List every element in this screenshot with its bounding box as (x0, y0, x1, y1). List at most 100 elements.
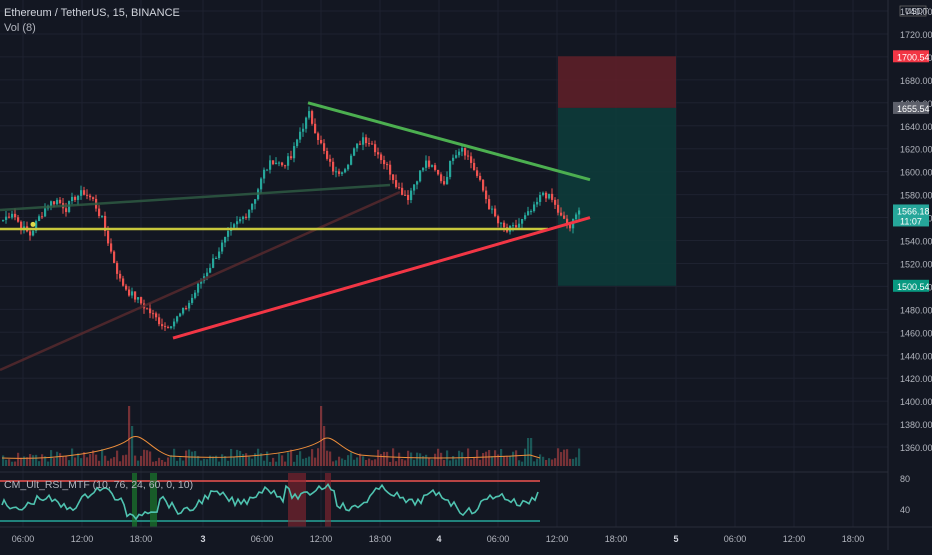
volume-bar (254, 453, 257, 466)
volume-bar (221, 454, 224, 466)
volume-bar (233, 456, 236, 466)
volume-bar (401, 459, 404, 466)
candle-body (314, 123, 317, 134)
volume-bar (107, 460, 110, 466)
candle-body (521, 218, 524, 224)
candle-body (431, 165, 434, 167)
volume-bar (515, 450, 518, 466)
candle-body (575, 214, 578, 219)
candle-body (146, 308, 149, 310)
volume-bar (272, 457, 275, 466)
volume-bar (338, 456, 341, 466)
candle-body (104, 215, 107, 231)
volume-bar (476, 449, 479, 466)
volume-bar (512, 451, 515, 466)
price-axis: 1740.001720.001700.001680.001660.001640.… (887, 0, 932, 550)
volume-label[interactable]: Vol (8) (4, 22, 36, 34)
volume-bar (140, 455, 143, 466)
volume-bar (56, 451, 59, 466)
candle-body (353, 148, 356, 156)
rsi-oversold-highlight (150, 473, 157, 527)
rsi-tick-label: 40 (900, 505, 910, 515)
volume-bar (374, 459, 377, 466)
volume-bar (413, 459, 416, 466)
candle-body (356, 143, 359, 149)
volume-bar (332, 461, 335, 466)
volume-bar (236, 449, 239, 466)
candle-body (497, 216, 500, 224)
volume-bar (122, 455, 125, 466)
support-trendline (172, 216, 591, 340)
candle-body (449, 160, 452, 177)
volume-bar (35, 454, 38, 466)
candle-body (32, 230, 35, 236)
candle-body (266, 169, 269, 171)
volume-bar (104, 455, 107, 466)
candle-body (305, 117, 308, 129)
volume-bar (440, 452, 443, 466)
volume-bar (134, 455, 137, 466)
candle-body (515, 225, 518, 228)
volume-bar (458, 450, 461, 466)
candle-body (110, 243, 113, 252)
candle-body (251, 203, 254, 210)
volume-bar (350, 452, 353, 466)
volume-bar (155, 461, 158, 466)
volume-bar (503, 456, 506, 466)
volume-bar (74, 457, 77, 466)
candle-body (170, 326, 173, 328)
candle-body (329, 158, 332, 162)
candles (2, 106, 581, 332)
volume-bar (98, 460, 101, 466)
candle-body (191, 297, 194, 303)
candle-body (260, 178, 263, 190)
time-tick-label: 12:00 (546, 534, 569, 544)
volume-bar (347, 455, 350, 466)
candle-body (359, 143, 362, 145)
candle-body (542, 192, 545, 196)
volume-bar (242, 453, 245, 466)
target-price-tag: 1500.54 (897, 282, 930, 292)
volume-bar (269, 461, 272, 466)
candle-body (65, 208, 68, 212)
volume-bar (566, 449, 569, 466)
volume-bar (335, 460, 338, 466)
rsi-indicator-label[interactable]: CM_Ult_RSI_MTF (10, 76, 24, 60, 0, 10) (4, 479, 194, 491)
volume-bar (302, 458, 305, 466)
price-tick-label: 1540.00 (900, 237, 932, 247)
volume-bar (203, 458, 206, 466)
volume-bar (224, 455, 227, 466)
candle-body (284, 165, 287, 167)
candle-body (488, 199, 491, 210)
faded-resistance-line (0, 183, 391, 212)
candle-body (473, 162, 476, 171)
time-tick-label: 18:00 (369, 534, 392, 544)
symbol-title[interactable]: Ethereum / TetherUS, 15, BINANCE (4, 7, 180, 19)
level-marker (30, 221, 36, 227)
candle-body (89, 195, 92, 198)
price-tick-label: 1740.00 (900, 7, 932, 17)
candle-body (560, 212, 563, 216)
volume-bar (2, 455, 5, 466)
candle-body (14, 213, 17, 218)
candle-body (248, 209, 251, 218)
time-tick-label: 18:00 (842, 534, 865, 544)
take-profit-zone (558, 107, 676, 286)
volume-bar (389, 461, 392, 466)
candle-body (452, 157, 455, 161)
volume-bar (197, 455, 200, 466)
time-tick-label: 12:00 (71, 534, 94, 544)
candle-body (149, 308, 152, 314)
volume-bar (434, 453, 437, 466)
volume-bar (449, 460, 452, 466)
candle-body (545, 192, 548, 199)
candle-body (443, 181, 446, 185)
stop-price-tag-box (893, 50, 929, 63)
volume-bar (185, 450, 188, 466)
volume-bar (557, 448, 560, 466)
volume-bar (323, 426, 326, 466)
volume-bar (461, 452, 464, 466)
candle-body (485, 190, 488, 200)
candle-body (539, 195, 542, 202)
